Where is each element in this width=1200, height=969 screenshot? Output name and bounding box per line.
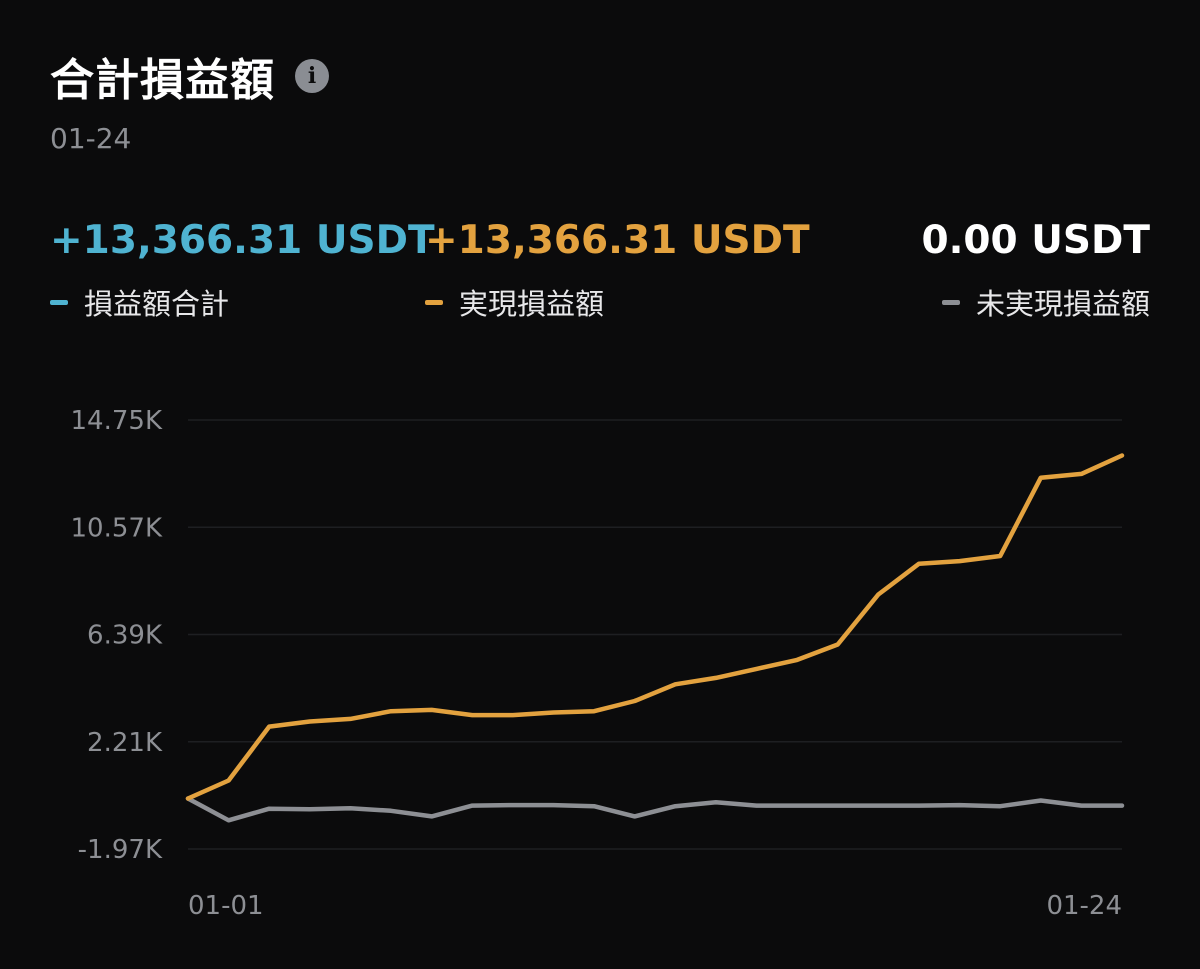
metric-total-value: +13,366.31 USDT [50, 218, 435, 263]
y-tick-label: -1.97K [78, 835, 163, 865]
metric-realized-label: 実現損益額 [459, 287, 605, 321]
x-tick-label: 01-24 [1046, 891, 1122, 921]
metric-realized-value: +13,366.31 USDT [425, 218, 810, 263]
y-tick-label: 10.57K [71, 513, 163, 543]
legend-dash-unrealized [941, 299, 960, 305]
metric-total-label: 損益額合計 [84, 287, 230, 321]
metric-total-legend: 損益額合計 [50, 281, 435, 323]
series-line-realized [185, 453, 1125, 801]
series-line-unrealized [185, 796, 1125, 823]
legend-dash-total [50, 299, 68, 305]
metric-unrealized-legend: 未実現損益額 [921, 281, 1150, 323]
y-tick-label: 14.75K [71, 406, 163, 436]
metric-unrealized: 0.00 USDT 未実現損益額 [921, 218, 1150, 323]
metric-realized: +13,366.31 USDT 実現損益額 [425, 218, 810, 323]
date-label: 01-24 [50, 122, 132, 155]
y-tick-label: 6.39K [87, 621, 163, 651]
metric-unrealized-value: 0.00 USDT [921, 218, 1150, 263]
x-tick-label: 01-01 [188, 891, 264, 921]
summary: +13,366.31 USDT 損益額合計 +13,366.31 USDT 実現… [0, 218, 1200, 328]
legend-dash-realized [425, 299, 443, 305]
y-tick-label: 2.21K [87, 728, 163, 758]
metric-total: +13,366.31 USDT 損益額合計 [50, 218, 435, 323]
metric-unrealized-label: 未実現損益額 [975, 287, 1150, 321]
title-row: 合計損益額 i [50, 44, 329, 108]
info-icon[interactable]: i [295, 59, 329, 93]
chart-svg: 14.75K 10.57K 6.39K 2.21K -1.97K 01-01 01-24 [71, 406, 1125, 921]
page-title: 合計損益額 [50, 55, 275, 106]
pnl-line-chart[interactable]: 14.75K 10.57K 6.39K 2.21K -1.97K 01-01 01-24 [0, 380, 1200, 969]
metric-realized-legend: 実現損益額 [425, 281, 810, 323]
